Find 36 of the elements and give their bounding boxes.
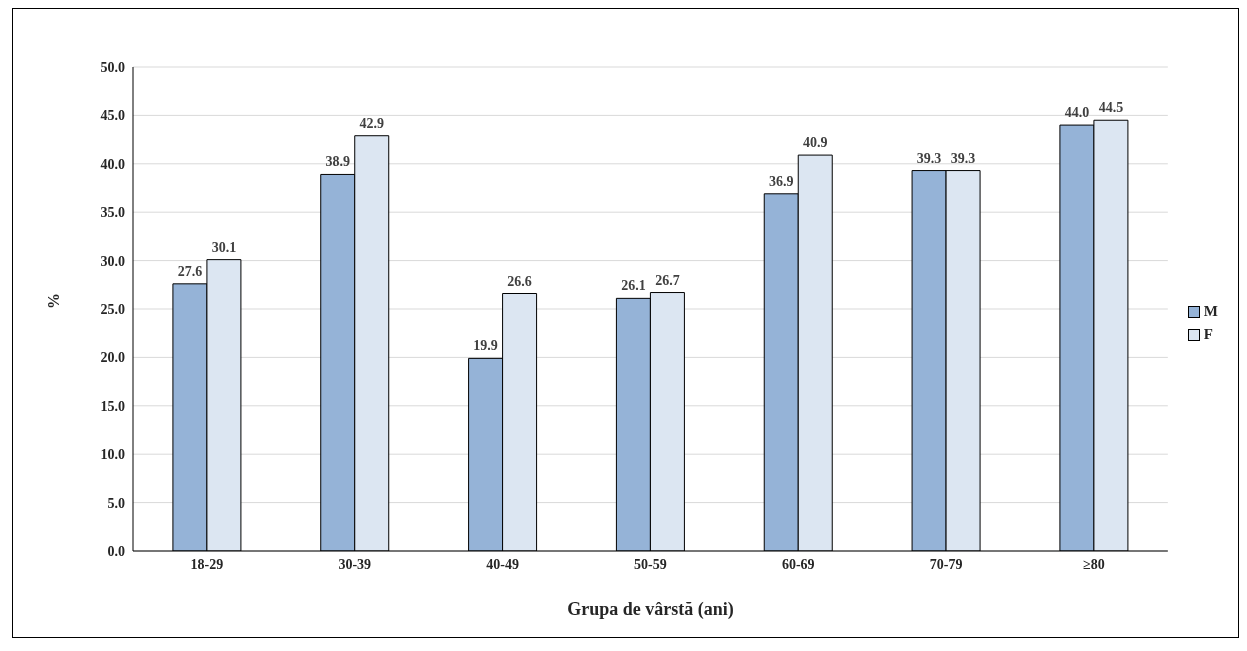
x-tick-label: ≥80	[1083, 556, 1105, 572]
y-tick-label: 35.0	[100, 205, 125, 221]
y-tick-label: 50.0	[100, 59, 125, 75]
legend-label: M	[1203, 303, 1218, 320]
y-tick-label: 0.0	[107, 543, 125, 559]
y-tick-label: 10.0	[100, 447, 125, 463]
data-label: 19.9	[473, 338, 498, 354]
x-tick-label: 18-29	[190, 556, 224, 572]
data-label: 26.1	[621, 278, 646, 294]
data-label: 26.6	[507, 273, 532, 289]
y-tick-label: 30.0	[100, 253, 125, 269]
y-tick-label: 20.0	[100, 350, 125, 366]
y-tick-label: 5.0	[107, 495, 125, 511]
x-tick-label: 60-69	[781, 556, 815, 572]
x-axis-title: Grupa de vârstă (ani)	[567, 599, 734, 620]
y-tick-label: 45.0	[100, 108, 125, 124]
data-label: 36.9	[769, 173, 794, 189]
legend-label: F	[1203, 326, 1213, 343]
data-label: 26.7	[655, 272, 680, 288]
x-tick-label: 50-59	[634, 556, 667, 572]
data-label: 40.9	[803, 135, 828, 151]
data-label: 39.3	[950, 150, 976, 166]
data-label: 27.6	[177, 263, 203, 279]
y-tick-label: 15.0	[100, 398, 125, 414]
data-label: 44.5	[1098, 100, 1124, 116]
y-tick-label: 40.0	[100, 156, 125, 172]
data-label: 44.0	[1064, 105, 1090, 121]
data-label: 39.3	[916, 150, 942, 166]
x-tick-label: 30-39	[338, 556, 372, 572]
data-label: 30.1	[211, 239, 237, 255]
y-axis-title: %	[44, 293, 62, 309]
data-label: 42.9	[359, 115, 384, 131]
data-label: 38.9	[325, 154, 350, 170]
y-tick-label: 25.0	[100, 301, 125, 317]
x-tick-label: 70-79	[929, 556, 963, 572]
x-tick-label: 40-49	[486, 556, 519, 572]
